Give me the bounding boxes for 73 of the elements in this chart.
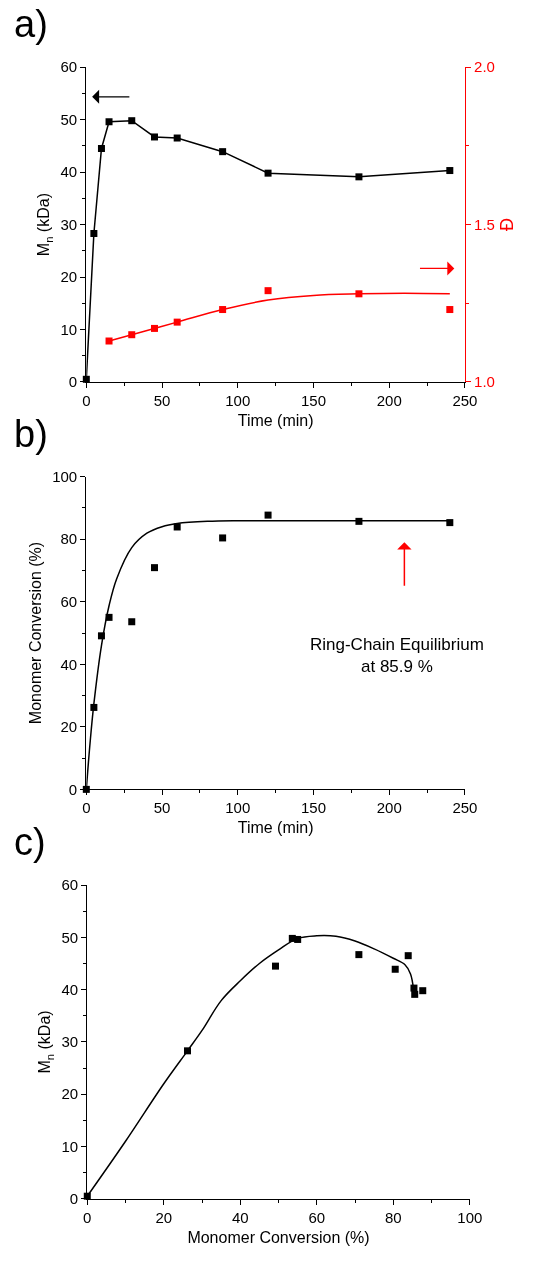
y-tick-label: 0 <box>68 373 78 391</box>
point <box>355 173 363 181</box>
y-tick-label: 40 <box>60 163 78 181</box>
point <box>446 167 454 175</box>
x-tick-label: 20 <box>155 1208 173 1226</box>
y-tick-label: 10 <box>61 1137 79 1155</box>
point <box>446 519 454 527</box>
x-tick-label: 50 <box>153 392 171 410</box>
y2-tick-label: 1.5 <box>474 215 495 233</box>
y-tick-label: 20 <box>60 268 78 286</box>
y-tick-label: 10 <box>60 320 78 338</box>
x-axis-title: Time (min) <box>237 411 314 429</box>
x-tick-label: 100 <box>457 1208 483 1226</box>
y-tick-label: 60 <box>60 592 78 610</box>
y-tick-label: 50 <box>61 928 79 946</box>
y2-tick-label: 1.0 <box>474 373 495 391</box>
chart-title: c) <box>14 821 46 863</box>
x-axis-title: Time (min) <box>237 819 314 837</box>
x-tick-label: 60 <box>308 1208 326 1226</box>
point <box>271 962 279 970</box>
point <box>264 511 272 519</box>
point <box>173 134 181 142</box>
y-tick-label: 30 <box>61 1033 79 1051</box>
x-tick-label: 200 <box>376 392 402 410</box>
y2-tick-label: 2.0 <box>474 58 495 76</box>
point <box>419 987 427 995</box>
x-axis-title: Monomer Conversion (%) <box>187 1228 370 1246</box>
point <box>446 306 454 314</box>
x-tick-label: 150 <box>300 392 327 410</box>
x-tick-label: 100 <box>225 799 251 817</box>
x-tick-label: 50 <box>153 799 171 817</box>
y-tick-label: 60 <box>60 58 78 76</box>
point <box>391 965 399 973</box>
point <box>404 952 412 960</box>
point <box>411 990 419 998</box>
chart-title: b) <box>14 413 48 455</box>
y-tick-label: 60 <box>61 876 79 894</box>
point <box>128 117 136 125</box>
y-axis-title: Monomer Conversion (%) <box>27 541 45 725</box>
point <box>150 133 158 141</box>
x-tick-label: 0 <box>82 392 91 410</box>
point <box>219 534 227 542</box>
y-tick-label: 40 <box>60 655 78 673</box>
y-tick-label: 40 <box>61 980 79 998</box>
x-tick-label: 250 <box>452 392 478 410</box>
y-tick-label: 0 <box>69 1190 79 1208</box>
point <box>97 145 105 153</box>
x-tick-label: 80 <box>384 1208 402 1226</box>
point <box>264 287 272 295</box>
point <box>150 564 158 572</box>
x-tick-label: 100 <box>225 392 251 410</box>
x-tick-label: 0 <box>83 1208 92 1226</box>
y-tick-label: 50 <box>60 110 78 128</box>
chart-title: a) <box>14 3 48 45</box>
y-tick-label: 100 <box>52 467 78 485</box>
x-tick-label: 250 <box>452 799 478 817</box>
point <box>90 229 98 237</box>
x-tick-label: 150 <box>300 799 327 817</box>
x-tick-label: 200 <box>376 799 402 817</box>
point <box>128 618 136 626</box>
point <box>264 169 272 177</box>
y-tick-label: 20 <box>60 718 78 736</box>
y-tick-label: 80 <box>60 530 78 548</box>
y-tick-label: 20 <box>61 1085 79 1103</box>
y-tick-label: 30 <box>60 215 78 233</box>
x-tick-label: 40 <box>231 1208 249 1226</box>
point <box>105 118 113 126</box>
point <box>219 148 227 156</box>
y-tick-label: 0 <box>68 780 78 798</box>
point <box>355 951 363 959</box>
y2-axis-title: Đ <box>497 218 518 232</box>
x-tick-label: 0 <box>82 799 91 817</box>
annotation: Ring-Chain Equilibrium at 85.9 % <box>310 635 484 677</box>
